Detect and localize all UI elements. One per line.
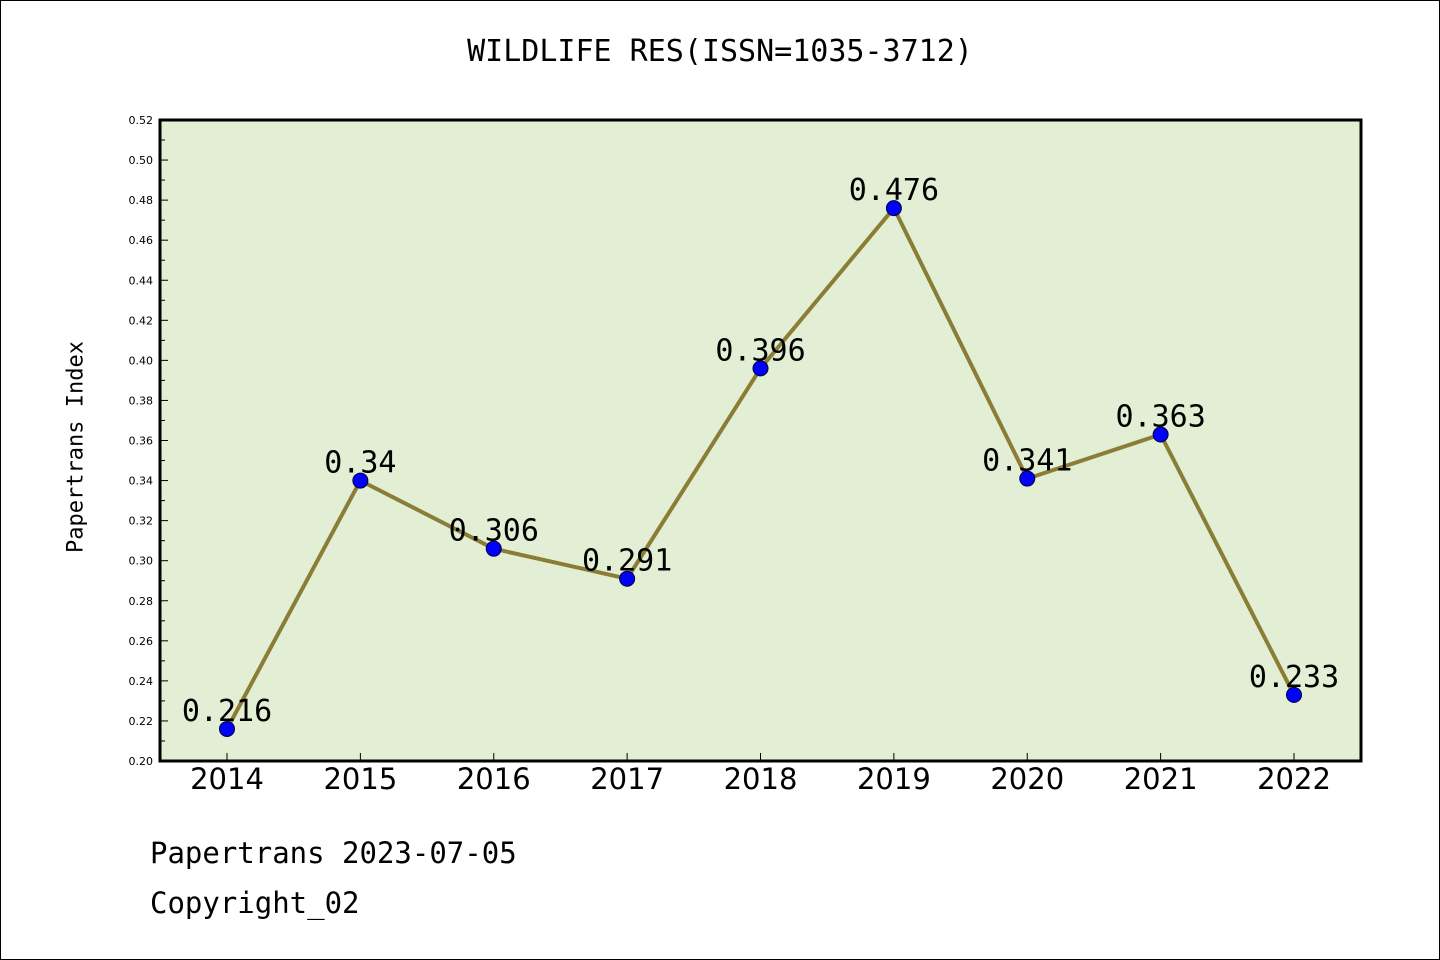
data-label: 0.233 [1249, 660, 1339, 695]
data-label: 0.306 [449, 514, 539, 549]
plot-area [160, 120, 1361, 761]
x-tick-label: 2021 [1124, 762, 1198, 796]
x-tick-label: 2015 [323, 762, 397, 796]
data-point [485, 540, 502, 557]
y-tick-label: 0.40 [129, 354, 154, 367]
data-label: 0.34 [324, 446, 396, 481]
x-tick-label: 2017 [590, 762, 664, 796]
x-tick-label: 2022 [1257, 762, 1331, 796]
data-label: 0.291 [582, 544, 672, 579]
y-tick-label: 0.48 [129, 194, 154, 207]
x-tick-label: 2018 [724, 762, 798, 796]
y-tick-label: 0.34 [129, 475, 154, 488]
chart-title: WILDLIFE RES(ISSN=1035-3712) [467, 34, 973, 69]
y-tick-label: 0.20 [129, 755, 154, 768]
footer-copyright: Copyright_02 [150, 886, 360, 920]
y-tick-label: 0.46 [129, 234, 154, 247]
x-tick-label: 2020 [990, 762, 1064, 796]
data-label: 0.341 [982, 444, 1072, 479]
data-label: 0.476 [849, 173, 939, 208]
data-point [1152, 426, 1169, 443]
plot-border [158, 118, 1363, 763]
data-point [219, 720, 235, 737]
y-tick-label: 0.24 [129, 675, 154, 688]
data-label: 0.396 [715, 333, 805, 368]
y-tick-label: 0.22 [129, 715, 154, 728]
x-tick-label: 2014 [190, 762, 264, 796]
y-tick-label: 0.38 [129, 394, 154, 407]
data-point [352, 472, 369, 489]
data-point [1286, 686, 1302, 703]
data-points [219, 200, 1302, 737]
y-axis: 0.20 0.22 0.24 0.26 0.28 0.30 0.32 0.34 0.36 0.38… [129, 114, 168, 768]
y-tick-label: 0.36 [129, 435, 154, 448]
data-point [885, 200, 902, 217]
x-axis: 2014 2015 2016 2017 2018 2019 2020 2021 2022 [190, 753, 1331, 796]
data-labels: 0.216 0.34 0.306 0.291 0.396 0.476 0.341 0.363 0… [182, 173, 1339, 729]
data-point [752, 360, 769, 377]
data-label: 0.216 [182, 694, 272, 729]
x-tick-label: 2016 [457, 762, 531, 796]
data-label: 0.363 [1115, 399, 1205, 434]
y-tick-label: 0.42 [129, 314, 154, 327]
y-tick-label: 0.52 [129, 114, 154, 127]
y-tick-label: 0.26 [129, 635, 154, 648]
x-tick-label: 2019 [857, 762, 931, 796]
y-tick-label: 0.28 [129, 595, 154, 608]
footer-date: Papertrans 2023-07-05 [150, 836, 517, 870]
y-tick-label: 0.44 [129, 274, 154, 287]
y-tick-label: 0.32 [129, 515, 154, 528]
y-tick-label: 0.30 [129, 555, 154, 568]
data-point [1019, 470, 1036, 487]
y-tick-label: 0.50 [129, 154, 154, 167]
data-point [619, 570, 636, 587]
